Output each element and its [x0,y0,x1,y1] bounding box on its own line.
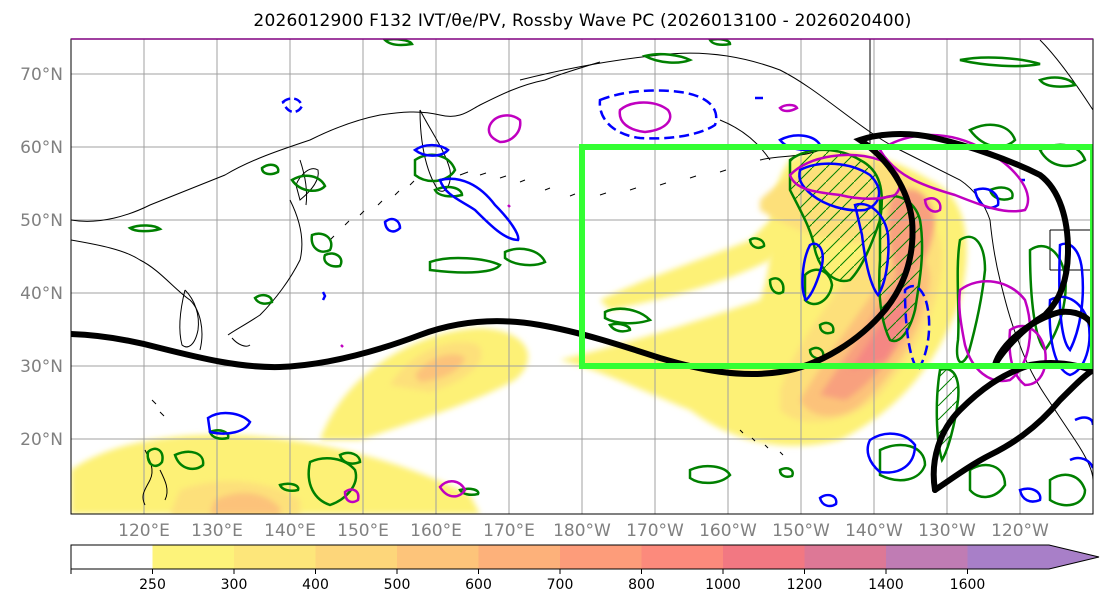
lon-label: 130°E [191,521,243,541]
colorbar-tick-label: 1600 [950,577,986,593]
colorbar-cell [560,545,642,569]
lat-label: 50°N [20,211,63,231]
colorbar-tick-label: 400 [302,577,329,593]
colorbar-cell [478,545,561,569]
lon-label: 140°E [264,521,316,541]
lon-label: 160°E [410,521,462,541]
colorbar-tick-label: 1200 [787,577,823,593]
map-title: 2026012900 F132 IVT/θe/PV, Rossby Wave P… [253,11,912,31]
lon-label: 150°E [337,521,389,541]
colorbar-tick-label: 1400 [868,577,904,593]
colorbar-cell [723,545,805,569]
rossby-wave-box [579,144,1093,369]
latitude-labels: 70°N 60°N 50°N 40°N 30°N 20°N [20,65,63,450]
lon-label: 150°W [772,521,830,541]
lon-label: 120°W [991,521,1049,541]
colorbar-cell [152,545,235,569]
lon-label: 170°W [626,521,684,541]
lon-label: 140°W [845,521,903,541]
lat-label: 60°N [20,138,63,158]
lat-label: 20°N [20,430,63,450]
lon-label: 180°W [553,521,611,541]
colorbar-extend-arrow [967,545,1099,569]
colorbar-cell [71,545,153,569]
lat-label: 70°N [20,65,63,85]
colorbar-tick-label: 700 [547,577,574,593]
colorbar-cell [315,545,398,569]
colorbar-tick-label: 1000 [705,577,741,593]
colorbar-cell [886,545,968,569]
colorbar-cell [804,545,887,569]
colorbar-cell [234,545,316,569]
lon-label: 160°W [699,521,757,541]
colorbar: 250 300 400 500 600 700 800 1000 1200 1400 1600 [70,544,1100,593]
colorbar-tick-label: 600 [465,577,492,593]
colorbar-tick-label: 500 [384,577,411,593]
colorbar-cell [641,545,724,569]
pv-magenta-contours [340,101,1047,504]
colorbar-tick-label: 800 [628,577,655,593]
map-area [71,39,1093,514]
colorbar-tick-label: 250 [139,577,166,593]
lon-label: 120°E [118,521,170,541]
colorbar-outline [70,544,1100,570]
lat-label: 40°N [20,284,63,304]
colorbar-tick-label: 300 [221,577,248,593]
lon-label: 130°W [918,521,976,541]
lat-label: 30°N [20,357,63,377]
longitude-labels: 120°E 130°E 140°E 150°E 160°E 170°E 180°… [118,521,1049,541]
lon-label: 170°E [483,521,535,541]
colorbar-cell [397,545,479,569]
